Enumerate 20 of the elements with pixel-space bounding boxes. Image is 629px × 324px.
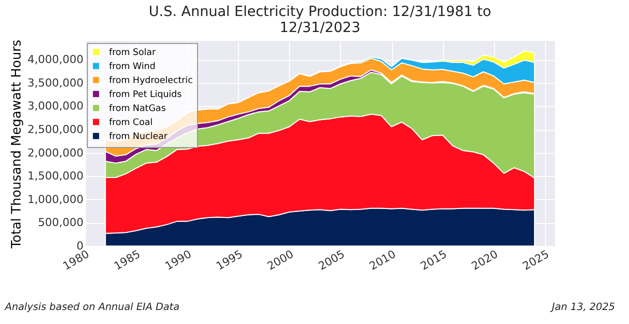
y-tick-label: 3,500,000 bbox=[28, 76, 84, 90]
legend-label: from NatGas bbox=[109, 104, 166, 114]
legend-label: from Wind bbox=[109, 62, 156, 72]
text: Jan 13, 2025 bbox=[550, 302, 615, 313]
y-tick-label: 0 bbox=[76, 240, 84, 252]
legend-label: from Hydroelectric bbox=[109, 76, 193, 86]
y-axis-title: Total Thousand Megawatt Hours bbox=[10, 39, 25, 250]
text: Analysis based on Annual EIA Data bbox=[4, 302, 180, 313]
legend-label: from Coal bbox=[109, 118, 153, 128]
y-tick-label: 2,000,000 bbox=[28, 146, 84, 160]
y-tick-label: 1,500,000 bbox=[28, 170, 84, 183]
y-tick-label: 2,500,000 bbox=[28, 123, 84, 136]
chart-title: U.S. Annual Electricity Production: 12/31/1981 to 12/31/2023 bbox=[148, 4, 492, 36]
y-tick-label: 3,000,000 bbox=[28, 100, 84, 113]
y-tick-label: 1,000,000 bbox=[28, 192, 84, 206]
y-tick-label: 4,000,000 bbox=[28, 53, 84, 66]
legend-label: from Solar bbox=[109, 48, 156, 58]
legend-label: from Nuclear bbox=[109, 132, 168, 142]
legend-label: from Pet Liquids bbox=[109, 90, 182, 100]
y-tick-label: 500,000 bbox=[38, 216, 84, 230]
